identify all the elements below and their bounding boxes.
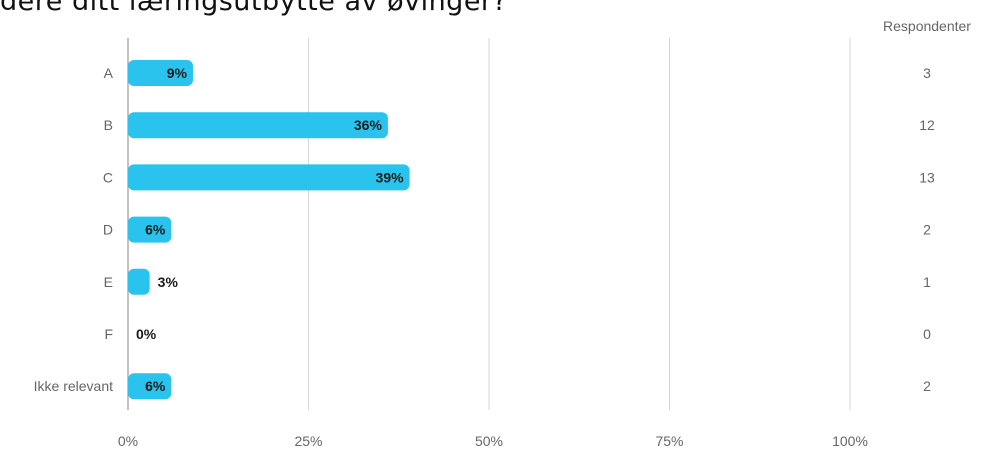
bar	[128, 268, 150, 295]
bar-value-label: 6%	[145, 222, 166, 238]
respondent-count: 2	[923, 378, 931, 394]
respondent-count: 13	[919, 169, 935, 185]
category-label: D	[103, 222, 113, 238]
respondents-header: Respondenter	[883, 18, 971, 34]
bar-value-label: 6%	[145, 378, 166, 394]
x-tick-label: 100%	[832, 433, 868, 449]
respondent-count: 0	[923, 326, 931, 342]
category-label: F	[104, 326, 113, 342]
respondent-count: 2	[923, 222, 931, 238]
bar-value-label: 36%	[354, 117, 383, 133]
x-tick-label: 75%	[655, 433, 683, 449]
chart-title: dere ditt læringsutbytte av øvinger?	[0, 0, 508, 17]
bar-value-label: 39%	[376, 169, 405, 185]
x-tick-label: 0%	[118, 433, 138, 449]
respondent-count: 1	[923, 274, 931, 290]
category-label: E	[104, 274, 113, 290]
bar-value-label: 3%	[158, 274, 179, 290]
bar	[128, 373, 172, 400]
category-label: C	[103, 169, 113, 185]
category-label: B	[104, 117, 113, 133]
bar-value-label: 9%	[167, 65, 188, 81]
bar	[128, 164, 410, 191]
respondent-count: 12	[919, 117, 935, 133]
bar	[128, 112, 388, 139]
respondent-count: 3	[923, 65, 931, 81]
bar	[128, 216, 172, 243]
bar	[128, 60, 193, 86]
bar-value-label: 0%	[136, 326, 157, 342]
x-tick-label: 50%	[475, 433, 503, 449]
category-label: A	[104, 65, 114, 81]
category-label: Ikke relevant	[34, 378, 113, 394]
x-tick-label: 25%	[294, 433, 322, 449]
